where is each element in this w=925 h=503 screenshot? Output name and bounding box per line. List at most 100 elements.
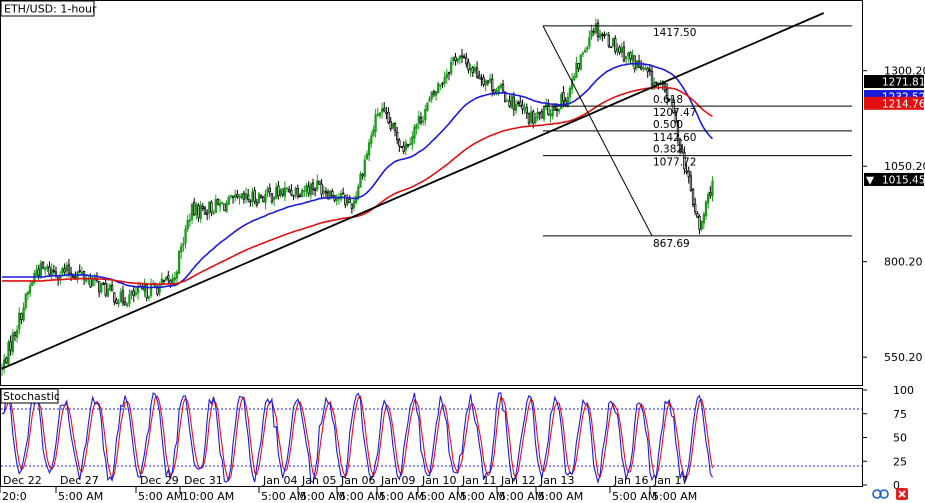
candle-body <box>266 188 269 194</box>
candle-body <box>676 120 680 140</box>
candle-body <box>352 200 356 208</box>
candle-body <box>560 93 563 110</box>
candle-body <box>486 80 490 83</box>
candle-body <box>620 47 623 53</box>
price-tag-box <box>864 172 924 186</box>
candle-body <box>311 182 315 190</box>
indicator-title-box <box>0 388 59 404</box>
candle-body <box>350 203 353 209</box>
close-icon[interactable] <box>896 488 908 500</box>
candle-body <box>130 290 133 296</box>
candle-body <box>108 284 112 291</box>
candle-body <box>575 62 578 78</box>
candle-body <box>72 275 75 278</box>
candle-body <box>694 203 697 213</box>
date-label: Jan 12 <box>500 474 535 487</box>
candle-body <box>668 98 671 101</box>
candle-body <box>478 75 481 79</box>
candle-body <box>622 46 626 61</box>
candle-body <box>240 193 243 198</box>
candle-body <box>536 111 539 119</box>
candle-body <box>540 111 544 119</box>
candle-body <box>167 275 170 280</box>
candle-body <box>18 312 21 330</box>
candle-body <box>342 192 345 195</box>
time-label: 20:0 <box>2 490 27 503</box>
candle-body <box>683 152 686 170</box>
candle-body <box>98 281 101 293</box>
candle-body <box>236 193 239 197</box>
fib-ratio-label: 0.382 <box>653 144 683 156</box>
fib-ratio-label: 0.500 <box>653 119 683 131</box>
candle-body <box>469 68 472 71</box>
candle-body <box>259 195 263 199</box>
candle-body <box>277 185 280 197</box>
candle-body <box>445 73 449 79</box>
candle-body <box>383 108 386 112</box>
fib-swing-line <box>542 25 653 237</box>
candle-body <box>482 77 485 85</box>
link-icon[interactable] <box>872 489 889 499</box>
candle-body <box>583 49 587 53</box>
candle-body <box>525 106 528 114</box>
candle-body <box>270 193 274 202</box>
fib-ratio-label: 0.618 <box>653 94 683 106</box>
candle-body <box>700 220 703 230</box>
candle-body <box>44 268 47 271</box>
candle-body <box>238 196 241 199</box>
candle-body <box>20 313 23 320</box>
candle-body <box>234 194 237 198</box>
candle-body <box>467 61 470 71</box>
candle-body <box>367 142 371 156</box>
price-panel-frame <box>0 0 863 386</box>
candle-body <box>318 180 321 185</box>
candle-body <box>329 190 332 200</box>
candle-body <box>214 199 217 213</box>
candle-body <box>216 199 220 205</box>
candle-body <box>605 33 608 36</box>
candle-body <box>197 205 200 218</box>
candle-body <box>149 284 153 297</box>
candle-body <box>316 180 319 190</box>
candle-body <box>186 219 189 230</box>
candle-body <box>691 189 695 206</box>
candle-body <box>529 111 533 123</box>
candle-body <box>408 143 412 146</box>
candle-body <box>419 117 423 124</box>
candle-body <box>171 277 174 284</box>
candle-body <box>11 333 14 353</box>
candle-body <box>46 265 49 270</box>
candle-body <box>378 112 382 117</box>
candle-body <box>31 282 34 286</box>
candle-body <box>52 270 55 273</box>
candle-body <box>117 301 120 305</box>
candle-body <box>132 290 135 296</box>
candle-body <box>709 192 712 196</box>
candle-body <box>119 291 122 302</box>
candle-body <box>424 109 427 121</box>
stoch-d-line <box>1 395 714 482</box>
candle-body <box>558 108 561 112</box>
candle-body <box>499 84 503 88</box>
stoch-tick-label: 0 <box>893 479 900 492</box>
candle-body <box>162 280 166 282</box>
candle-body <box>618 46 621 53</box>
candle-body <box>506 99 509 102</box>
candle-body <box>218 202 222 207</box>
candle-body <box>430 91 433 100</box>
candle-body <box>331 190 334 197</box>
candle-body <box>462 56 466 59</box>
time-label: 5:00 AM <box>460 490 505 503</box>
drawing-objects-layer: 1417.50 0.6181207.470.5001142.600.3821077… <box>1 12 852 370</box>
candle-body <box>158 285 161 293</box>
candle-body <box>190 203 194 220</box>
candle-body <box>255 201 258 206</box>
candle-body <box>411 136 414 145</box>
candle-body <box>147 296 151 299</box>
candle-body <box>426 102 429 111</box>
candle-body <box>508 100 511 107</box>
candle-body <box>497 86 500 93</box>
candle-body <box>249 200 252 203</box>
candle-body <box>201 205 204 209</box>
